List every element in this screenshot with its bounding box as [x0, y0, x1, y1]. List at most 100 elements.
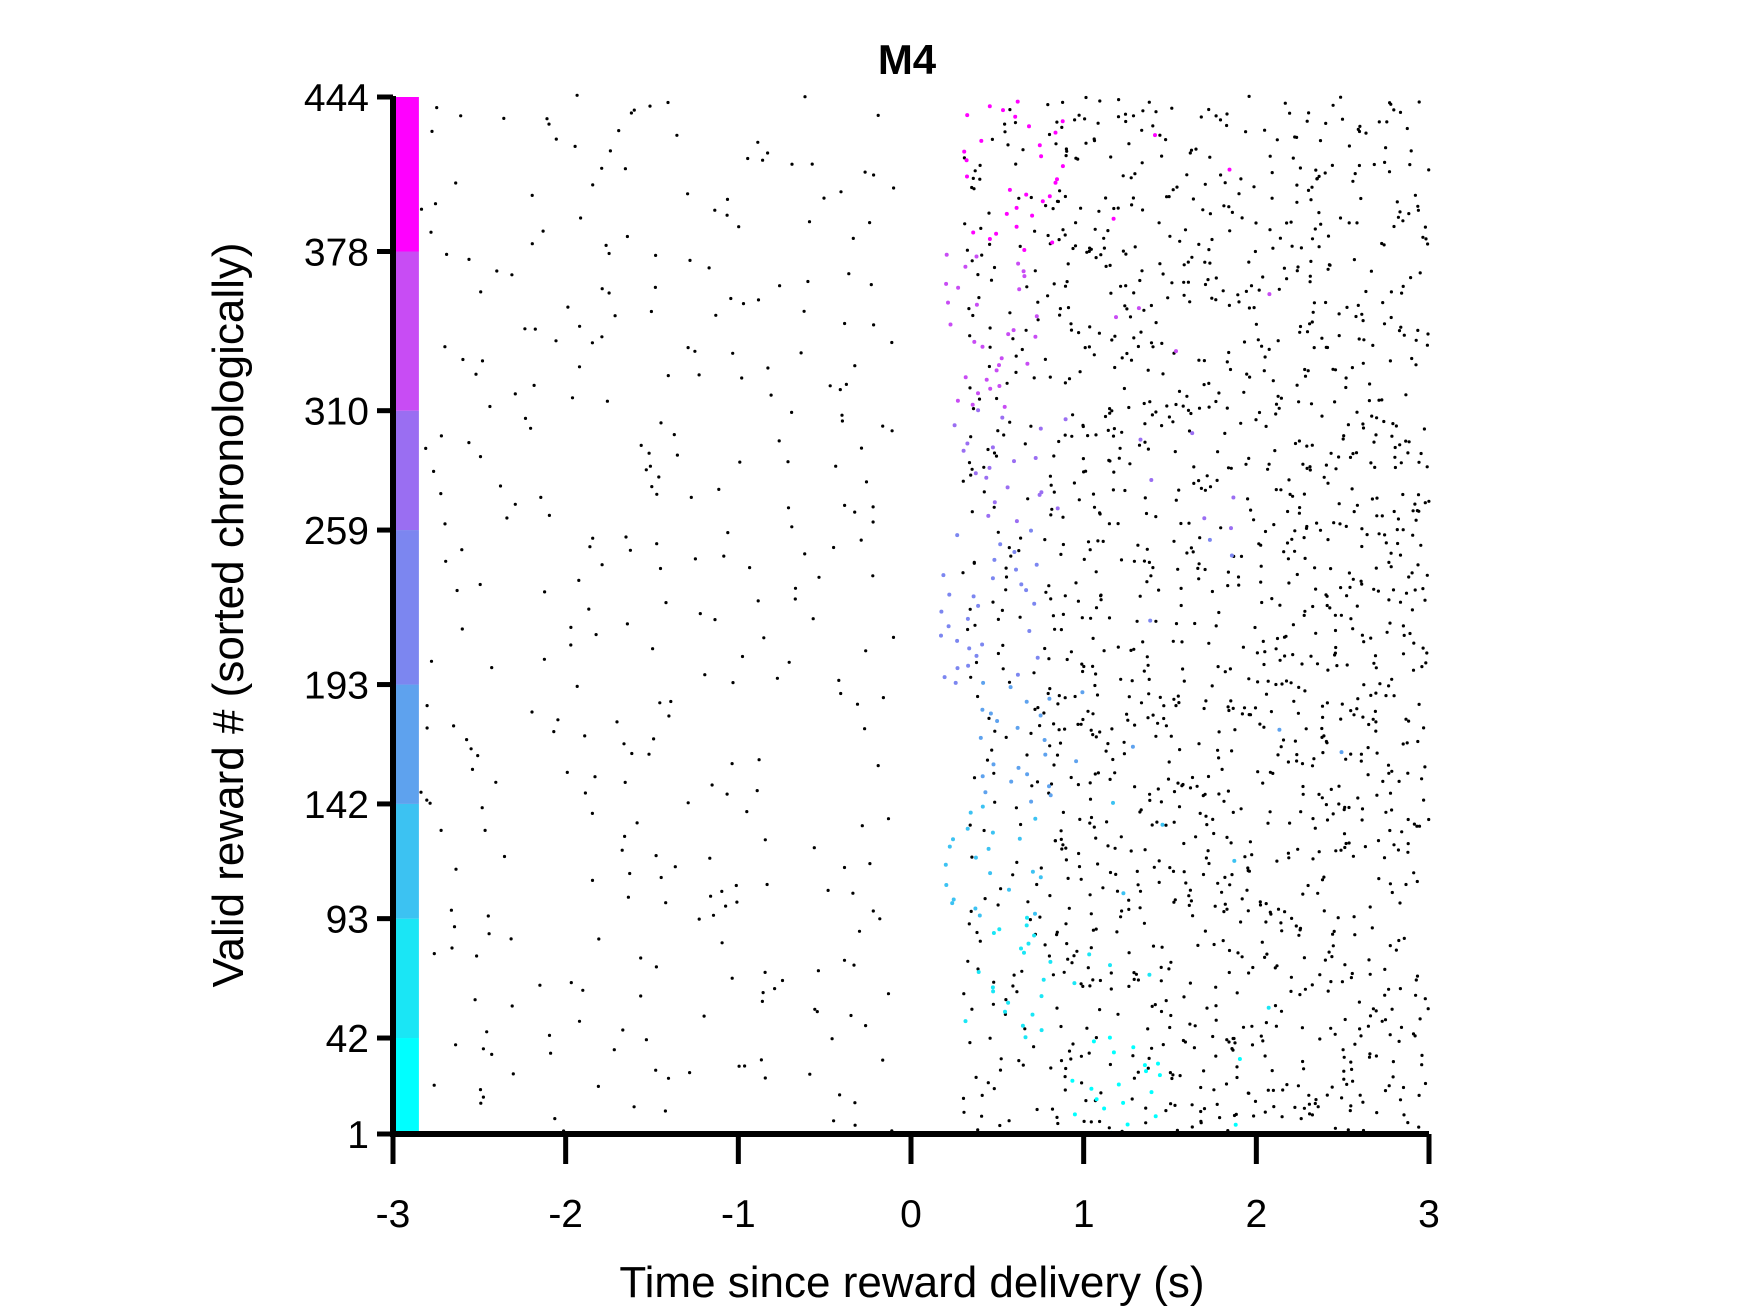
- lick-point: [1394, 948, 1398, 952]
- lick-point: [659, 421, 663, 425]
- lick-point: [1411, 509, 1415, 513]
- lick-point: [1301, 784, 1305, 789]
- lick-point: [1353, 933, 1357, 937]
- lick-point: [1021, 1063, 1025, 1067]
- lick-point: [1344, 841, 1348, 846]
- lick-point: [996, 651, 1001, 656]
- first-lick-point: [990, 445, 995, 450]
- lick-point: [1263, 650, 1267, 654]
- lick-point: [1199, 1085, 1203, 1090]
- lick-point: [872, 173, 876, 177]
- lick-point: [1154, 110, 1158, 114]
- lick-point: [1186, 260, 1190, 264]
- lick-point: [1180, 784, 1184, 788]
- lick-point: [1202, 1069, 1206, 1073]
- first-lick-point: [1156, 1061, 1160, 1066]
- lick-point: [1230, 1047, 1234, 1051]
- lick-point: [1226, 466, 1231, 470]
- lick-point: [1203, 260, 1207, 264]
- lick-point: [1142, 669, 1146, 673]
- lick-point: [1340, 117, 1345, 121]
- lick-point: [1401, 284, 1405, 288]
- lick-point: [1129, 849, 1133, 853]
- lick-point: [1423, 225, 1427, 229]
- first-lick-point: [1035, 655, 1040, 660]
- lick-point: [1217, 391, 1221, 395]
- first-lick-point: [1024, 192, 1029, 197]
- lick-point: [667, 714, 671, 718]
- lick-point: [991, 600, 995, 604]
- lick-point: [1295, 759, 1299, 763]
- first-lick-point: [991, 989, 996, 994]
- lick-point: [1237, 583, 1241, 587]
- lick-point: [968, 386, 972, 390]
- lick-point: [1158, 262, 1162, 266]
- lick-point: [890, 429, 894, 433]
- lick-point: [419, 790, 423, 794]
- lick-point: [1383, 1089, 1388, 1093]
- lick-point: [1398, 443, 1402, 447]
- lick-point: [1080, 662, 1084, 666]
- lick-point: [973, 169, 977, 173]
- lick-point: [1032, 671, 1036, 675]
- lick-point: [543, 590, 547, 594]
- first-lick-point: [1047, 194, 1052, 199]
- lick-point: [1339, 848, 1343, 852]
- lick-point: [1263, 529, 1268, 534]
- first-lick-point: [971, 230, 976, 235]
- lick-point: [1098, 512, 1102, 516]
- lick-point: [1067, 1049, 1072, 1053]
- lick-point: [655, 542, 659, 546]
- lick-point: [1234, 1112, 1238, 1116]
- lick-point: [962, 1110, 966, 1114]
- lick-point: [1326, 989, 1330, 993]
- lick-point: [1406, 1121, 1410, 1125]
- lick-point: [1019, 536, 1023, 540]
- lick-point: [1059, 829, 1063, 833]
- lick-point: [1423, 501, 1427, 505]
- lick-point: [1053, 627, 1057, 631]
- lick-point: [486, 914, 490, 918]
- lick-point: [977, 397, 982, 401]
- lick-point: [1270, 1069, 1274, 1073]
- lick-point: [1133, 172, 1137, 176]
- lick-point: [1161, 272, 1165, 276]
- first-lick-point: [984, 475, 989, 480]
- lick-point: [987, 364, 992, 369]
- lick-point: [1402, 936, 1406, 941]
- lick-point: [1203, 488, 1207, 492]
- first-lick-point: [946, 300, 950, 305]
- lick-point: [1184, 881, 1188, 885]
- lick-point: [1119, 677, 1123, 681]
- lick-point: [1285, 1083, 1289, 1087]
- lick-point: [1325, 701, 1329, 705]
- first-lick-point: [1231, 495, 1236, 500]
- lick-point: [1109, 155, 1113, 159]
- lick-point: [425, 798, 429, 802]
- lick-point: [1006, 143, 1010, 147]
- lick-point: [1142, 308, 1146, 312]
- lick-point: [553, 1117, 557, 1121]
- first-lick-point: [948, 322, 953, 327]
- lick-point: [1245, 372, 1249, 376]
- lick-point: [1113, 771, 1117, 775]
- lick-point: [1000, 608, 1005, 613]
- lick-point: [892, 186, 896, 190]
- lick-point: [847, 272, 851, 276]
- lick-point: [1303, 609, 1307, 613]
- lick-point: [1383, 967, 1387, 972]
- lick-point: [1380, 398, 1384, 402]
- lick-point: [1376, 839, 1381, 843]
- lick-point: [502, 116, 506, 120]
- lick-point: [1147, 677, 1151, 682]
- first-lick-point: [1149, 1090, 1154, 1095]
- lick-point: [649, 309, 654, 314]
- lick-point: [1339, 613, 1343, 617]
- lick-point: [454, 1043, 458, 1047]
- lick-point: [1189, 148, 1194, 152]
- lick-point: [626, 895, 631, 899]
- lick-point: [439, 434, 443, 438]
- lick-point: [1207, 405, 1211, 409]
- lick-point: [1414, 993, 1418, 997]
- lick-point: [1247, 94, 1251, 98]
